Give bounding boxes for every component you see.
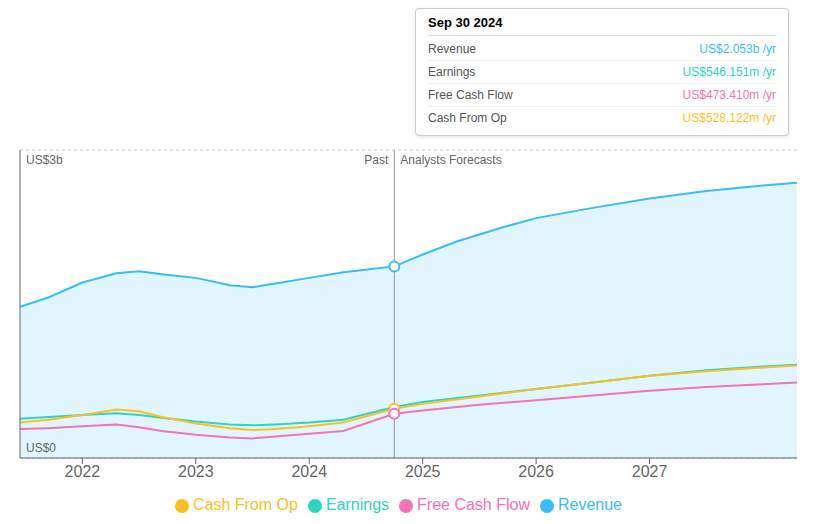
svg-text:US$0: US$0 [26,441,56,455]
svg-text:Past: Past [364,153,389,167]
html-text:US$2.053b /yr: US$2.053b /yr [699,42,776,56]
svg-text:Analysts Forecasts: Analysts Forecasts [400,153,501,167]
svg-text:2027: 2027 [632,463,668,480]
html-text:US$528.122m /yr: US$528.122m /yr [682,111,776,125]
html-text:Free Cash Flow: Free Cash Flow [428,88,513,102]
html-text:Cash From Op: Cash From Op [428,111,507,125]
html-text:Earnings: Earnings [325,496,389,513]
html-text:Free Cash Flow: Free Cash Flow [417,496,530,513]
html-text:Earnings: Earnings [428,65,476,79]
svg-text:2023: 2023 [178,463,214,480]
svg-text:2022: 2022 [65,463,101,480]
html-text:Sep 30 2024: Sep 30 2024 [428,15,503,30]
html-text:Cash From Op: Cash From Op [193,496,298,513]
svg-text:US$3b: US$3b [26,153,63,167]
html-text:Revenue: Revenue [558,496,622,513]
html-text:US$546.151m /yr: US$546.151m /yr [682,65,776,79]
svg-text:2026: 2026 [518,463,554,480]
html-text:US$473.410m /yr: US$473.410m /yr [682,88,776,102]
html-text:Revenue: Revenue [428,42,476,56]
svg-text:2024: 2024 [291,463,327,480]
svg-text:2025: 2025 [405,463,441,480]
